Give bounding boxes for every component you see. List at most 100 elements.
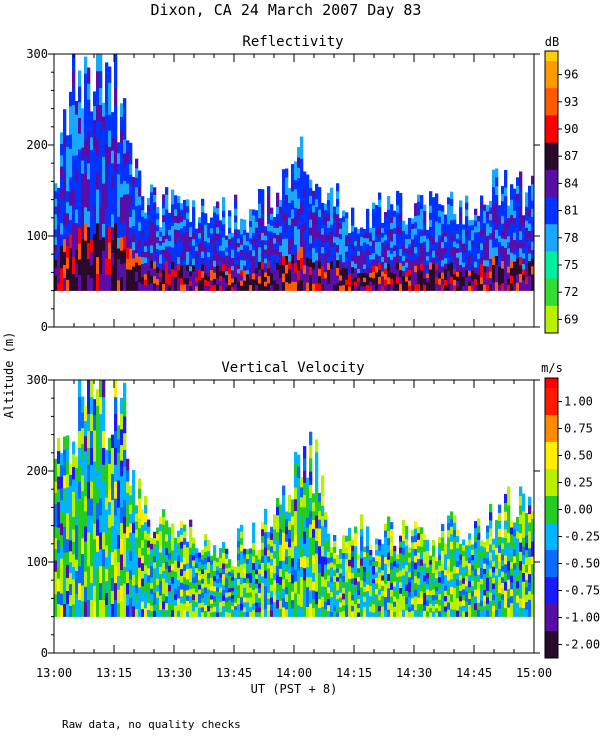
heatmap-cell <box>492 264 496 274</box>
heatmap-cell <box>342 575 346 582</box>
heatmap-cell <box>249 214 253 222</box>
heatmap-cell <box>117 216 121 228</box>
heatmap-cell <box>438 284 442 291</box>
heatmap-cell <box>354 597 358 605</box>
heatmap-cell <box>60 245 64 257</box>
heatmap-cell <box>315 214 319 223</box>
heatmap-cell <box>195 259 199 265</box>
heatmap-cell <box>258 217 262 226</box>
heatmap-cell <box>276 574 280 584</box>
heatmap-cell <box>342 540 346 548</box>
heatmap-cell <box>426 264 430 270</box>
heatmap-cell <box>243 219 247 225</box>
heatmap-cell <box>477 242 481 249</box>
heatmap-cell <box>63 500 67 514</box>
heatmap-cell <box>312 510 316 521</box>
heatmap-cell <box>345 576 349 583</box>
heatmap-cell <box>468 235 472 241</box>
heatmap-cell <box>153 246 157 255</box>
heatmap-cell <box>99 565 103 584</box>
heatmap-cell <box>183 590 187 598</box>
heatmap-cell <box>486 603 490 611</box>
heatmap-cell <box>129 227 133 239</box>
heatmap-cell <box>189 285 193 291</box>
heatmap-cell <box>444 564 448 571</box>
heatmap-cell <box>159 538 163 546</box>
heatmap-cell <box>330 246 334 255</box>
heatmap-cell <box>402 588 406 597</box>
heatmap-cell <box>321 253 325 260</box>
heatmap-cell <box>186 611 190 617</box>
heatmap-cell <box>375 560 379 567</box>
heatmap-cell <box>480 594 484 601</box>
heatmap-cell <box>252 232 256 239</box>
heatmap-cell <box>180 520 184 529</box>
heatmap-cell <box>216 284 220 291</box>
heatmap-cell <box>120 460 124 477</box>
heatmap-cell <box>327 557 331 564</box>
heatmap-cell <box>90 162 94 176</box>
heatmap-cell <box>411 573 415 580</box>
heatmap-cell <box>153 610 157 617</box>
heatmap-cell <box>282 281 286 291</box>
heatmap-cell <box>231 609 235 614</box>
heatmap-cell <box>147 283 151 291</box>
heatmap-cell <box>96 54 100 72</box>
heatmap-cell <box>510 534 514 542</box>
heatmap-cell <box>270 225 274 232</box>
heatmap-cell <box>129 216 133 228</box>
heatmap-cell <box>204 539 208 547</box>
heatmap-cell <box>282 597 286 608</box>
heatmap-cell <box>459 245 463 253</box>
heatmap-cell <box>135 224 139 235</box>
heatmap-cell <box>291 227 295 237</box>
heatmap-cell <box>162 593 166 602</box>
heatmap-cell <box>447 270 451 278</box>
heatmap-cell <box>402 609 406 617</box>
heatmap-cell <box>168 257 172 264</box>
heatmap-cell <box>150 207 154 216</box>
heatmap-cell <box>486 204 490 212</box>
heatmap-cell <box>408 243 412 250</box>
heatmap-cell <box>516 531 520 539</box>
heatmap-cell <box>99 256 103 274</box>
heatmap-cell <box>477 269 481 275</box>
heatmap-cell <box>432 594 436 601</box>
heatmap-cell <box>321 596 325 607</box>
heatmap-cell <box>357 281 361 287</box>
heatmap-cell <box>267 193 271 202</box>
heatmap-cell <box>405 558 409 566</box>
heatmap-cell <box>195 572 199 578</box>
heatmap-cell <box>90 430 94 448</box>
heatmap-cell <box>435 193 439 201</box>
heatmap-cell <box>216 570 220 575</box>
heatmap-cell <box>360 227 364 233</box>
heatmap-cell <box>456 573 460 580</box>
heatmap-cell <box>495 177 499 187</box>
heatmap-cell <box>306 497 310 508</box>
heatmap-cell <box>525 535 529 543</box>
heatmap-cell <box>270 272 274 280</box>
heatmap-cell <box>69 91 73 107</box>
heatmap-cell <box>297 218 301 230</box>
heatmap-cell <box>129 248 133 260</box>
heatmap-cell <box>504 195 508 205</box>
heatmap-cell <box>366 558 370 566</box>
heatmap-cell <box>336 590 340 595</box>
heatmap-cell <box>474 249 478 256</box>
heatmap-cell <box>93 461 97 478</box>
heatmap-cell <box>393 561 397 567</box>
heatmap-cell <box>282 523 286 533</box>
heatmap-cell <box>312 226 316 234</box>
heatmap-cell <box>129 258 133 270</box>
colorbar-segment <box>545 388 558 416</box>
heatmap-cell <box>432 556 436 563</box>
heatmap-cell <box>75 236 79 251</box>
heatmap-cell <box>339 553 343 559</box>
heatmap-cell <box>240 590 244 598</box>
heatmap-cell <box>177 229 181 237</box>
heatmap-cell <box>189 271 193 277</box>
heatmap-cell <box>414 535 418 543</box>
heatmap-cell <box>102 380 106 398</box>
heatmap-cell <box>396 247 400 256</box>
